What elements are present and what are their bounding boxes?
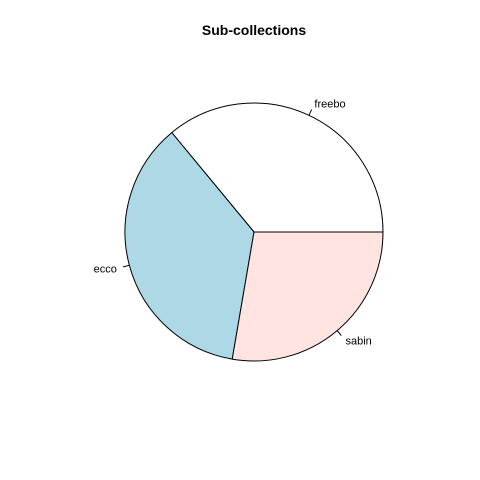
pie-label-sabin: sabin: [345, 335, 371, 347]
chart-title: Sub-collections: [202, 22, 306, 38]
pie-leader-freebo: [309, 109, 312, 115]
pie-label-ecco: ecco: [94, 264, 117, 276]
pie-label-freebo: freebo: [314, 99, 345, 111]
pie-leader-ecco: [123, 265, 129, 267]
pie-leader-sabin: [337, 331, 341, 336]
pie-slices: [125, 103, 383, 361]
